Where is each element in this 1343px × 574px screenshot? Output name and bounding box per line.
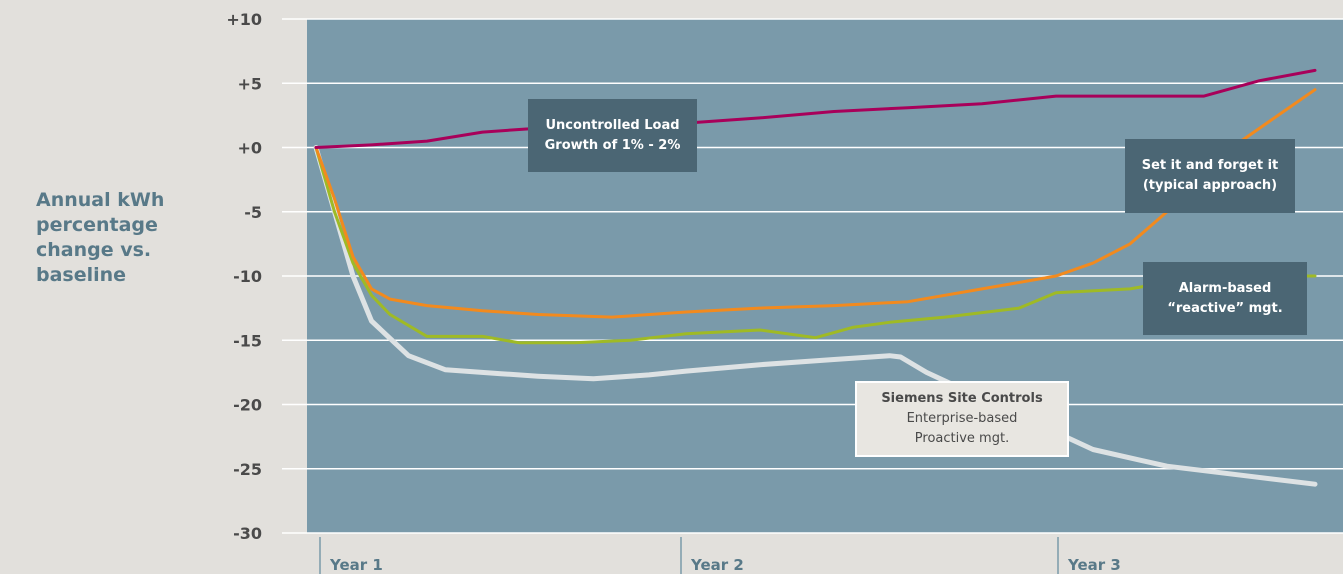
annotation-alarm-line1: Alarm-based [1178,280,1272,296]
y-tick-label: -10 [233,267,262,286]
y-tick-label: +0 [237,139,262,158]
annotation-uncontrolled-line2: Growth of 1% - 2% [544,137,681,153]
annotation-uncontrolled-load: Uncontrolled Load Growth of 1% - 2% [528,99,697,172]
y-tick-label: +5 [237,74,262,93]
y-tick-label: -15 [233,331,262,350]
y-tick-label: -25 [233,460,262,479]
y-axis-ticks: +10 +5 +0 -5 -10 -15 -20 -25 -30 [226,10,262,543]
series-line-alarm [314,146,1317,345]
annotation-alarm-based: Alarm-based “reactive” mgt. [1143,262,1307,335]
y-tick-label: -5 [244,203,262,222]
y-tick-label: -20 [233,396,262,415]
annotation-alarm-line2: “reactive” mgt. [1167,300,1283,316]
x-tick-label: Year 2 [690,556,744,574]
annotation-siemens-title: Siemens Site Controls [881,391,1043,406]
gridlines [282,18,1343,534]
annotation-set-and-forget: Set it and forget it (typical approach) [1125,139,1295,213]
annotation-uncontrolled-line1: Uncontrolled Load [545,117,680,133]
series-line-uncontrolled [314,68,1317,149]
annotation-siemens-site-controls: Siemens Site Controls Enterprise-based P… [855,381,1069,457]
x-tick-label: Year 3 [1067,556,1121,574]
annotation-set-forget-line2: (typical approach) [1142,178,1278,193]
annotation-siemens-line2: Proactive mgt. [914,431,1010,446]
x-axis: Year 1 Year 2 Year 3 [319,537,1121,574]
annotation-siemens-line1: Enterprise-based [906,411,1018,426]
y-axis-label: Annual kWh percentage change vs. baselin… [36,189,165,286]
annotation-set-forget-line1: Set it and forget it [1141,158,1279,173]
y-tick-label: +10 [226,10,262,29]
y-tick-label: -30 [233,524,262,543]
x-tick-label: Year 1 [329,556,383,574]
